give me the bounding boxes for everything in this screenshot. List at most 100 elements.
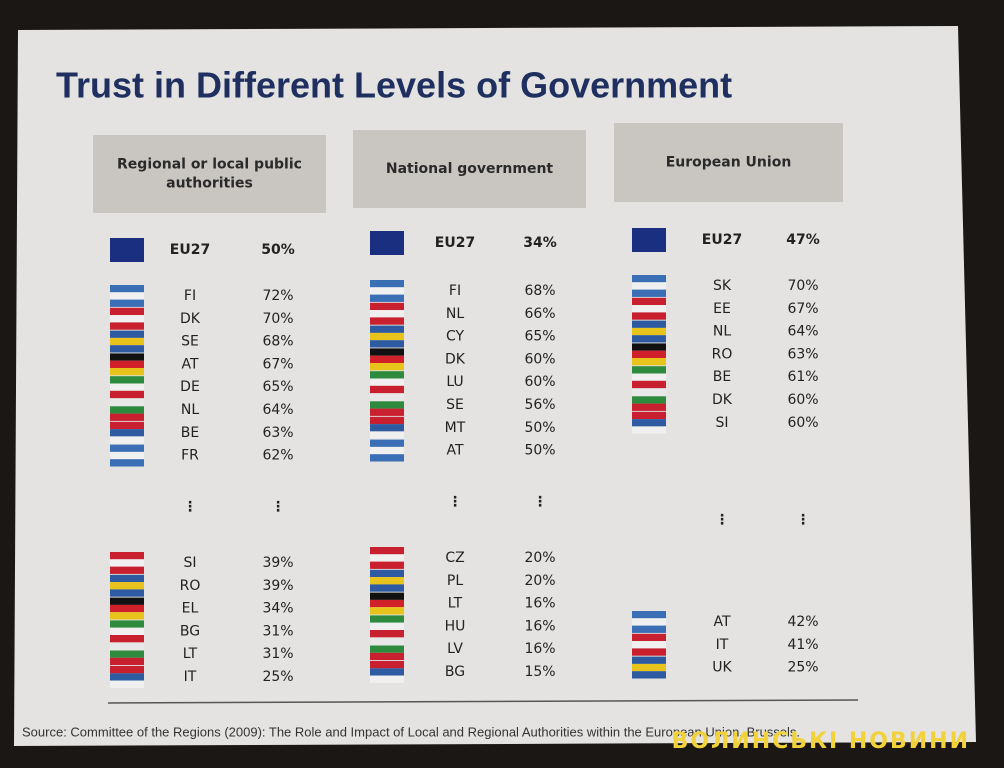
trust-value: 68%: [262, 334, 293, 350]
ellipsis: ⋮: [448, 494, 462, 510]
flag: [110, 643, 144, 651]
trust-value: 15%: [524, 664, 555, 680]
flag: [632, 350, 666, 358]
eu-flag: [110, 238, 144, 262]
flag: [632, 320, 666, 328]
flag: [110, 429, 144, 437]
country-code: UK: [712, 660, 732, 676]
flag: [370, 280, 404, 288]
flag: [632, 343, 666, 351]
flag: [370, 439, 404, 447]
ellipsis: ⋮: [271, 499, 285, 515]
country-code: AT: [713, 614, 730, 630]
trust-value: 67%: [787, 301, 818, 317]
flag: [110, 368, 144, 376]
country-code: NL: [446, 306, 464, 322]
trust-value: 50%: [524, 443, 555, 459]
country-code: NL: [181, 402, 199, 418]
flag: [370, 577, 404, 585]
ellipsis: ⋮: [533, 494, 547, 510]
column-header: authorities: [166, 176, 253, 192]
flag: [370, 416, 404, 425]
trust-value: 34%: [262, 601, 293, 617]
flag: [370, 661, 404, 669]
country-code: LT: [448, 596, 463, 612]
source: Source: Committee of the Regions (2009):…: [22, 724, 800, 739]
flag: [110, 680, 144, 688]
flag: [370, 431, 404, 439]
country-code: BG: [445, 664, 465, 680]
flag: [632, 282, 666, 290]
flag: [110, 436, 144, 444]
flag: [370, 638, 404, 646]
flag: [110, 673, 144, 681]
country-code: BE: [713, 369, 731, 385]
flag: [632, 671, 666, 679]
rule: [107, 699, 859, 704]
trust-value: 66%: [524, 306, 555, 322]
flag: [110, 559, 144, 567]
trust-value: 20%: [524, 550, 555, 566]
trust-value: 60%: [787, 415, 818, 431]
flag: [110, 383, 144, 391]
trust-value: 65%: [524, 329, 555, 345]
flag: [632, 373, 666, 381]
column-header-box: [353, 130, 586, 208]
eu-flag: [370, 231, 404, 255]
flag: [370, 348, 404, 356]
country-code: MT: [445, 420, 466, 436]
country-code: IT: [716, 637, 729, 653]
ellipsis: ⋮: [796, 512, 810, 528]
flag: [632, 305, 666, 313]
flag: [632, 618, 666, 626]
country-code: PL: [447, 573, 463, 589]
eu-value: 47%: [786, 232, 820, 248]
flag: [370, 615, 404, 623]
country-code: FR: [181, 448, 199, 464]
country-code: BG: [180, 623, 200, 639]
flag: [370, 371, 404, 379]
trust-value: 60%: [787, 392, 818, 408]
flag: [370, 363, 404, 371]
flag: [370, 592, 404, 600]
flag: [370, 554, 404, 562]
flag: [370, 675, 404, 683]
eu-flag: [632, 228, 666, 252]
flag: [632, 396, 666, 404]
trust-value: 25%: [787, 660, 818, 676]
eu-value: 34%: [523, 235, 557, 251]
trust-value: 16%: [524, 618, 555, 634]
trust-value: 68%: [524, 283, 555, 299]
flag: [632, 380, 666, 389]
flag: [632, 411, 666, 420]
flag: [632, 611, 666, 619]
flag: [110, 360, 144, 368]
flag: [632, 366, 666, 374]
flag: [110, 657, 144, 666]
flag: [370, 401, 404, 409]
flag: [370, 446, 404, 455]
trust-value: 60%: [524, 374, 555, 390]
flag: [110, 330, 144, 338]
flag: [632, 297, 666, 306]
flag: [370, 454, 404, 462]
trust-value: 16%: [524, 641, 555, 657]
flag: [110, 337, 144, 346]
flag: [110, 620, 144, 628]
column-header: Regional or local public: [117, 157, 302, 173]
country-code: DK: [712, 392, 733, 408]
flag: [110, 353, 144, 361]
country-code: AT: [446, 443, 463, 459]
flag: [110, 635, 144, 643]
flag: [110, 390, 144, 399]
country-code: FI: [184, 288, 196, 304]
flag: [110, 399, 144, 407]
trust-value: 31%: [262, 623, 293, 639]
trust-value: 39%: [262, 555, 293, 571]
flag: [632, 663, 666, 672]
flag: [110, 612, 144, 620]
trust-value: 65%: [262, 379, 293, 395]
flag: [370, 630, 404, 638]
trust-value: 63%: [262, 425, 293, 441]
flag: [632, 312, 666, 320]
